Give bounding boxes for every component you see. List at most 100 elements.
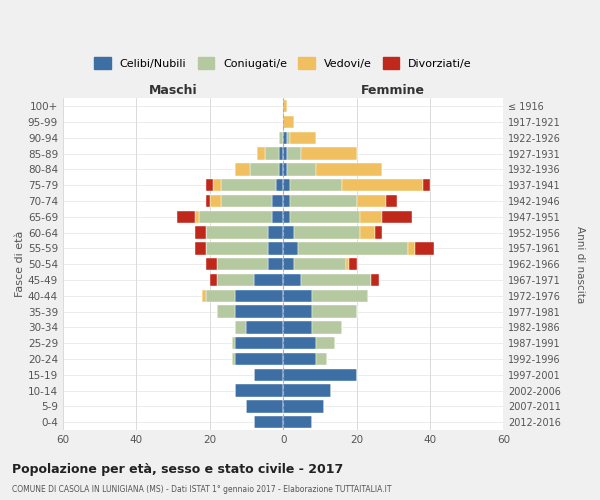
Bar	[356, 195, 386, 207]
Bar	[247, 400, 283, 412]
Bar	[283, 164, 287, 175]
Bar	[290, 179, 342, 192]
Text: Maschi: Maschi	[149, 84, 197, 96]
Bar	[217, 274, 254, 286]
Bar	[235, 164, 250, 175]
Bar	[276, 179, 283, 192]
Bar	[301, 274, 371, 286]
Bar	[360, 226, 375, 239]
Bar	[235, 353, 283, 365]
Bar	[195, 242, 206, 254]
Bar	[257, 148, 265, 160]
Bar	[232, 337, 235, 349]
Bar	[294, 226, 360, 239]
Bar	[221, 195, 272, 207]
Bar	[195, 226, 206, 239]
Bar	[283, 274, 301, 286]
Bar	[254, 416, 283, 428]
Bar	[287, 164, 316, 175]
Bar	[290, 210, 360, 223]
Bar	[210, 195, 221, 207]
Bar	[232, 353, 235, 365]
Bar	[206, 290, 235, 302]
Bar	[206, 195, 210, 207]
Bar	[408, 242, 415, 254]
Bar	[422, 179, 430, 192]
Bar	[206, 179, 214, 192]
Bar	[415, 242, 434, 254]
Bar	[316, 164, 382, 175]
Bar	[294, 258, 346, 270]
Bar	[235, 306, 283, 318]
Bar	[283, 322, 313, 334]
Bar	[283, 337, 316, 349]
Bar	[176, 210, 195, 223]
Bar	[235, 322, 247, 334]
Bar	[283, 179, 290, 192]
Text: COMUNE DI CASOLA IN LUNIGIANA (MS) - Dati ISTAT 1° gennaio 2017 - Elaborazione T: COMUNE DI CASOLA IN LUNIGIANA (MS) - Dat…	[12, 486, 392, 494]
Text: Popolazione per età, sesso e stato civile - 2017: Popolazione per età, sesso e stato civil…	[12, 462, 343, 475]
Bar	[283, 116, 294, 128]
Text: Femmine: Femmine	[361, 84, 425, 96]
Bar	[268, 242, 283, 254]
Bar	[283, 210, 290, 223]
Bar	[272, 195, 283, 207]
Bar	[382, 210, 412, 223]
Bar	[247, 322, 283, 334]
Bar	[283, 100, 287, 112]
Bar	[214, 179, 221, 192]
Bar	[283, 148, 287, 160]
Bar	[346, 258, 349, 270]
Bar	[235, 384, 283, 397]
Bar	[280, 132, 283, 144]
Bar	[316, 337, 335, 349]
Bar	[283, 226, 294, 239]
Bar	[268, 226, 283, 239]
Bar	[283, 384, 331, 397]
Bar	[283, 290, 313, 302]
Bar	[272, 210, 283, 223]
Bar	[371, 274, 379, 286]
Bar	[283, 353, 316, 365]
Y-axis label: Fasce di età: Fasce di età	[15, 231, 25, 298]
Bar	[287, 148, 301, 160]
Bar	[298, 242, 408, 254]
Legend: Celibi/Nubili, Coniugati/e, Vedovi/e, Divorziati/e: Celibi/Nubili, Coniugati/e, Vedovi/e, Di…	[94, 58, 472, 69]
Bar	[375, 226, 382, 239]
Bar	[206, 258, 217, 270]
Bar	[268, 258, 283, 270]
Bar	[254, 274, 283, 286]
Bar	[287, 132, 290, 144]
Bar	[283, 258, 294, 270]
Bar	[280, 164, 283, 175]
Bar	[313, 306, 356, 318]
Bar	[313, 290, 368, 302]
Bar	[206, 242, 268, 254]
Bar	[206, 226, 268, 239]
Bar	[283, 416, 313, 428]
Bar	[199, 210, 272, 223]
Bar	[283, 368, 356, 381]
Bar	[349, 258, 356, 270]
Bar	[283, 132, 287, 144]
Bar	[221, 179, 276, 192]
Y-axis label: Anni di nascita: Anni di nascita	[575, 226, 585, 303]
Bar	[283, 195, 290, 207]
Bar	[202, 290, 206, 302]
Bar	[235, 337, 283, 349]
Bar	[283, 242, 298, 254]
Bar	[283, 306, 313, 318]
Bar	[342, 179, 422, 192]
Bar	[217, 258, 268, 270]
Bar	[210, 274, 217, 286]
Bar	[283, 400, 323, 412]
Bar	[290, 132, 316, 144]
Bar	[301, 148, 356, 160]
Bar	[360, 210, 382, 223]
Bar	[217, 306, 235, 318]
Bar	[265, 148, 280, 160]
Bar	[280, 148, 283, 160]
Bar	[313, 322, 342, 334]
Bar	[235, 290, 283, 302]
Bar	[386, 195, 397, 207]
